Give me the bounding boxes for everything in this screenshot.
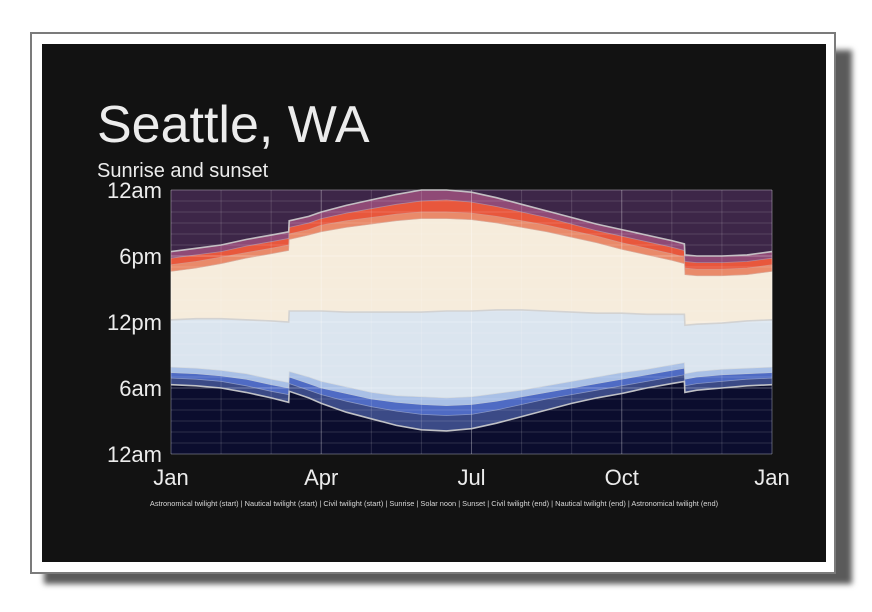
grid-layer <box>170 189 773 455</box>
chart-subtitle: Sunrise and sunset <box>97 160 269 182</box>
line-solar-noon <box>170 309 773 327</box>
y-axis-ticks: 12am 6pm 12pm 6am 12am <box>107 178 162 467</box>
band-layer <box>170 189 773 455</box>
y-tick-label: 12am <box>107 178 162 203</box>
poster: Seattle, WA Sunrise and sunset 12am 6pm 12… <box>42 44 826 562</box>
daylight-chart: Seattle, WA Sunrise and sunset 12am6pm12… <box>97 96 790 508</box>
boundary-line-layer <box>170 189 773 432</box>
x-tick-label: Jul <box>457 465 485 490</box>
line-sunrise <box>170 362 773 399</box>
line-nautical-twilight-start <box>170 374 773 416</box>
x-tick-label: Jan <box>754 465 789 490</box>
line-civil-twilight-start <box>170 367 773 407</box>
line-sunset <box>170 218 773 277</box>
x-tick-label: Jan <box>153 465 188 490</box>
x-axis-ticks: Jan Apr Jul Oct Jan <box>153 465 789 490</box>
line-astronomical-twilight-end <box>170 189 773 257</box>
x-tick-label: Apr <box>304 465 338 490</box>
x-tick-label: Oct <box>605 465 639 490</box>
y-tick-label: 12am <box>107 442 162 467</box>
line-civil-twilight-end <box>170 211 773 270</box>
chart-title: Seattle, WA <box>97 96 370 154</box>
y-tick-label: 6pm <box>119 244 162 269</box>
y-tick-label: 6am <box>119 376 162 401</box>
y-tick-label: 12pm <box>107 310 162 335</box>
legend-text: Astronomical twilight (start) | Nautical… <box>150 499 718 508</box>
line-astronomical-twilight-start <box>170 380 773 432</box>
